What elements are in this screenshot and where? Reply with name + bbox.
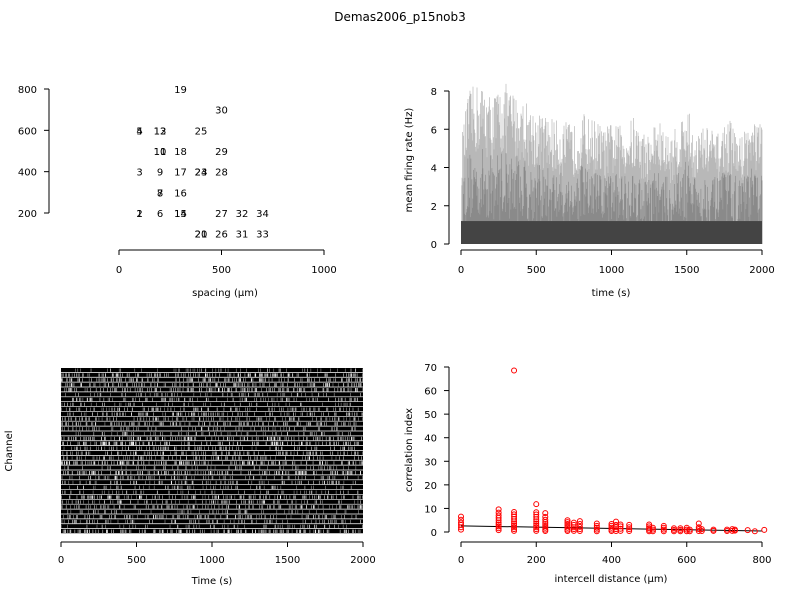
electrode-label: 13 xyxy=(154,126,167,137)
electrode-label: 19 xyxy=(174,85,187,96)
electrode-label: 31 xyxy=(236,230,249,241)
electrode-label: 18 xyxy=(174,147,187,158)
p1-x-tick-label: 500 xyxy=(212,265,231,276)
p2-x-tick-label: 1500 xyxy=(674,265,699,276)
electrode-label: 1 xyxy=(136,209,142,220)
mean-firing-rate-panel: 0 2 4 6 8 0 500 1000 1500 2000 time (s) mean fir… xyxy=(404,83,775,299)
electrode-label: 34 xyxy=(256,209,269,220)
electrode-label: 17 xyxy=(174,168,187,179)
p1-y-tick-label: 600 xyxy=(18,126,37,137)
electrode-label: 20 xyxy=(195,230,208,241)
p1-y-tick-label: 200 xyxy=(18,209,37,220)
electrode-label: 27 xyxy=(215,209,228,220)
p2-y-tick-label: 0 xyxy=(431,240,437,251)
electrode-label: 6 xyxy=(157,209,163,220)
electrode-label: 10 xyxy=(154,147,167,158)
electrode-label: 5 xyxy=(136,126,142,137)
p2-y-tick-label: 6 xyxy=(431,125,437,136)
electrode-label: 2 xyxy=(136,209,142,220)
p2-x-tick-label: 500 xyxy=(527,265,546,276)
p1-x-axis-label: spacing (µm) xyxy=(192,288,258,299)
electrode-label: 26 xyxy=(215,230,228,241)
electrode-label: 28 xyxy=(215,168,228,179)
p2-y-ticks: 0 2 4 6 8 xyxy=(431,87,449,251)
electrode-label: 4 xyxy=(136,126,142,137)
p2-y-tick-label: 8 xyxy=(431,87,437,98)
p2-firing-rate-area xyxy=(461,83,763,244)
p1-y-ticks: 200 400 600 800 xyxy=(18,85,49,220)
electrode-label: 23 xyxy=(195,168,208,179)
p1-x-ticks: 0 500 1000 xyxy=(116,250,337,276)
p2-x-tick-label: 2000 xyxy=(749,265,774,276)
p2-x-ticks: 0 500 1000 1500 2000 xyxy=(458,250,775,276)
p2-x-tick-label: 0 xyxy=(458,265,464,276)
electrode-label: 11 xyxy=(154,147,167,158)
raster-panel: 0 500 1000 1500 2000 Time (s) Channel xyxy=(4,368,376,587)
rate-baseline xyxy=(461,221,762,244)
electrode-label: 25 xyxy=(195,126,208,137)
p3-spike-raster xyxy=(60,368,364,534)
p1-x-tick-label: 1000 xyxy=(311,265,336,276)
electrode-label: 16 xyxy=(174,188,187,199)
p2-y-tick-label: 4 xyxy=(431,164,437,175)
electrode-label: 14 xyxy=(174,209,187,220)
electrode-label: 29 xyxy=(215,147,228,158)
electrode-label: 15 xyxy=(174,209,187,220)
electrode-label: 3 xyxy=(136,168,142,179)
p2-y-axis-label: mean firing rate (Hz) xyxy=(404,108,415,213)
p3-raster-background xyxy=(61,368,363,534)
electrode-label: 32 xyxy=(236,209,249,220)
p1-y-tick-label: 800 xyxy=(18,85,37,96)
p1-x-tick-label: 0 xyxy=(116,265,122,276)
p1-y-tick-label: 400 xyxy=(18,168,37,179)
electrode-label: 7 xyxy=(157,188,163,199)
p2-y-tick-label: 2 xyxy=(431,202,437,213)
page-title: Demas2006_p15nob3 xyxy=(334,10,466,24)
electrode-label: 33 xyxy=(256,230,269,241)
electrode-label: 24 xyxy=(195,168,208,179)
p2-x-tick-label: 1000 xyxy=(599,265,624,276)
electrode-label: 12 xyxy=(154,126,167,137)
p2-x-axis-label: time (s) xyxy=(592,288,631,299)
electrode-label: 30 xyxy=(215,106,228,117)
electrode-label: 9 xyxy=(157,168,163,179)
electrode-label: 8 xyxy=(157,188,163,199)
electrode-label: 21 xyxy=(195,230,208,241)
